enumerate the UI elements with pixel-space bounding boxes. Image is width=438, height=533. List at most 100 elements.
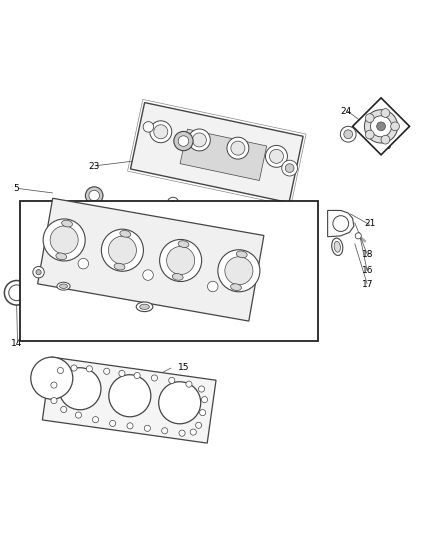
Ellipse shape	[230, 284, 241, 290]
Circle shape	[71, 365, 77, 371]
Ellipse shape	[114, 263, 125, 270]
Text: 18: 18	[362, 250, 374, 259]
Circle shape	[231, 141, 245, 155]
Text: 25: 25	[381, 142, 392, 150]
Circle shape	[144, 425, 150, 431]
Circle shape	[127, 423, 133, 429]
Circle shape	[36, 270, 41, 275]
Circle shape	[225, 257, 253, 285]
Circle shape	[198, 386, 205, 392]
Circle shape	[265, 146, 287, 167]
Circle shape	[150, 121, 172, 143]
Text: 9: 9	[60, 288, 67, 297]
Ellipse shape	[237, 251, 247, 258]
Circle shape	[179, 430, 185, 436]
Ellipse shape	[57, 282, 70, 290]
Circle shape	[186, 381, 192, 387]
Circle shape	[218, 250, 260, 292]
Circle shape	[110, 421, 116, 426]
Ellipse shape	[120, 230, 131, 237]
Circle shape	[371, 116, 392, 137]
Circle shape	[159, 382, 201, 424]
Circle shape	[170, 200, 176, 206]
Polygon shape	[38, 198, 264, 321]
Circle shape	[143, 122, 154, 132]
Circle shape	[51, 398, 57, 403]
Text: 22: 22	[183, 148, 194, 157]
Text: 24: 24	[340, 107, 352, 116]
Circle shape	[377, 122, 385, 131]
Ellipse shape	[56, 253, 67, 260]
Circle shape	[340, 126, 356, 142]
Circle shape	[333, 216, 349, 231]
Text: 12: 12	[231, 282, 242, 290]
Circle shape	[134, 373, 140, 378]
Circle shape	[109, 375, 151, 417]
Ellipse shape	[334, 241, 340, 252]
Circle shape	[33, 266, 44, 278]
Text: 8: 8	[34, 276, 40, 285]
Circle shape	[178, 136, 189, 146]
Text: 11: 11	[196, 282, 207, 292]
Circle shape	[344, 130, 353, 139]
Circle shape	[31, 357, 73, 399]
Circle shape	[43, 219, 85, 261]
Circle shape	[364, 110, 398, 143]
Circle shape	[192, 133, 206, 147]
Circle shape	[381, 135, 390, 144]
Circle shape	[190, 429, 196, 435]
Circle shape	[166, 246, 194, 274]
Circle shape	[143, 270, 153, 280]
Circle shape	[381, 109, 390, 117]
Text: 6: 6	[89, 239, 95, 248]
Circle shape	[200, 409, 206, 416]
Ellipse shape	[62, 220, 72, 227]
Circle shape	[167, 197, 179, 209]
Circle shape	[196, 422, 202, 429]
Text: 3: 3	[159, 203, 165, 212]
Circle shape	[57, 367, 64, 374]
Circle shape	[9, 285, 25, 301]
Polygon shape	[180, 129, 267, 181]
Circle shape	[92, 417, 99, 423]
Circle shape	[355, 233, 361, 239]
Polygon shape	[328, 211, 354, 237]
Circle shape	[119, 370, 125, 376]
Text: 23: 23	[88, 162, 100, 171]
Circle shape	[86, 366, 92, 372]
Text: 7: 7	[74, 247, 80, 256]
Circle shape	[365, 130, 374, 139]
Polygon shape	[131, 102, 303, 203]
Circle shape	[243, 253, 249, 260]
Circle shape	[208, 281, 218, 292]
Circle shape	[282, 160, 297, 176]
Ellipse shape	[60, 284, 67, 288]
Ellipse shape	[140, 304, 149, 310]
Circle shape	[162, 427, 168, 434]
Circle shape	[75, 412, 81, 418]
Circle shape	[243, 278, 248, 282]
Polygon shape	[42, 357, 216, 443]
Circle shape	[101, 229, 143, 271]
Text: 17: 17	[362, 279, 374, 288]
Bar	[20, 201, 318, 341]
Circle shape	[59, 368, 101, 410]
Circle shape	[108, 236, 136, 264]
Circle shape	[365, 114, 374, 123]
Text: 19: 19	[215, 241, 227, 250]
Circle shape	[61, 406, 67, 413]
Text: 5: 5	[14, 184, 20, 193]
Circle shape	[4, 280, 29, 305]
Circle shape	[89, 190, 99, 201]
Circle shape	[159, 239, 201, 281]
Text: 2: 2	[190, 212, 195, 221]
Circle shape	[154, 125, 168, 139]
Text: 4: 4	[89, 192, 95, 201]
Circle shape	[174, 132, 193, 151]
Ellipse shape	[332, 238, 343, 255]
Text: 13: 13	[237, 256, 249, 265]
Circle shape	[169, 377, 175, 383]
Circle shape	[195, 206, 203, 214]
Circle shape	[85, 187, 103, 204]
Circle shape	[227, 137, 249, 159]
